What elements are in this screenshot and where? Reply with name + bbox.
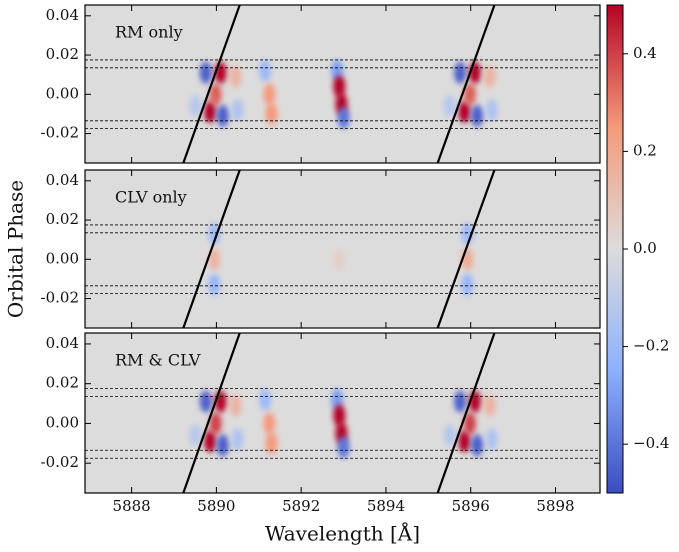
colorbar-tick-label: 0.4 <box>633 44 657 62</box>
panel-frame <box>84 169 601 329</box>
signal-feature <box>337 106 350 129</box>
planet-track <box>182 333 241 493</box>
panel-label: RM only <box>115 23 183 42</box>
signal-feature <box>229 394 242 417</box>
signal-feature <box>209 412 222 435</box>
planet-track <box>182 5 241 163</box>
signal-feature <box>333 75 346 98</box>
signal-feature <box>259 59 272 82</box>
x-tick-label: 5898 <box>536 497 574 515</box>
signal-feature <box>229 65 242 88</box>
panel-background <box>85 170 600 328</box>
signal-feature <box>208 222 221 245</box>
signal-feature <box>204 430 217 453</box>
signal-feature <box>458 100 471 123</box>
signal-feature <box>337 436 350 459</box>
signal-feature <box>259 388 272 411</box>
y-tick-label: 0.04 <box>46 6 79 24</box>
planet-track <box>436 5 496 163</box>
signal-feature <box>199 61 212 84</box>
signal-feature <box>204 100 217 123</box>
signal-feature <box>463 83 476 106</box>
signal-feature <box>471 104 484 127</box>
y-tick-label: 0.04 <box>46 334 79 352</box>
panel-frame <box>84 332 601 494</box>
signal-feature <box>199 390 212 413</box>
signal-feature <box>231 99 244 122</box>
panel-label: CLV only <box>115 188 187 207</box>
signal-feature <box>483 65 496 88</box>
y-tick-label: -0.02 <box>41 453 79 471</box>
signal-feature <box>216 434 229 457</box>
panel-frame <box>84 4 601 164</box>
y-tick-label: 0.00 <box>46 84 79 102</box>
panel <box>85 333 600 493</box>
y-tick-label: 0.00 <box>46 413 79 431</box>
signal-feature <box>208 273 221 296</box>
x-tick-label: 5896 <box>452 497 490 515</box>
colorbar <box>606 4 624 494</box>
planet-track <box>436 170 496 328</box>
signal-feature <box>231 428 244 451</box>
y-axis-label: Orbital Phase <box>4 180 28 318</box>
panel <box>85 170 600 328</box>
signal-feature <box>443 95 456 118</box>
signal-feature <box>208 248 221 271</box>
colorbar-tick-label: −0.4 <box>633 434 669 452</box>
colorbar-tick-label: −0.2 <box>633 337 669 355</box>
signal-feature <box>485 99 498 122</box>
signal-feature <box>483 394 496 417</box>
signal-feature <box>485 428 498 451</box>
y-tick-label: 0.00 <box>46 249 79 267</box>
x-tick-label: 5892 <box>282 497 320 515</box>
signal-feature <box>265 102 278 125</box>
y-tick-label: 0.02 <box>46 210 79 228</box>
y-tick-label: -0.02 <box>41 289 79 307</box>
signal-feature <box>263 83 276 106</box>
panel <box>85 5 600 163</box>
y-tick-label: 0.02 <box>46 45 79 63</box>
y-tick-label: 0.04 <box>46 171 79 189</box>
signal-feature <box>189 424 202 447</box>
x-tick-label: 5890 <box>197 497 235 515</box>
signal-feature <box>209 83 222 106</box>
signal-feature <box>216 104 229 127</box>
signal-feature <box>333 404 346 427</box>
signal-feature <box>333 248 346 271</box>
x-tick-label: 5888 <box>113 497 151 515</box>
x-axis-label: Wavelength [Å] <box>265 521 420 546</box>
signal-feature <box>458 430 471 453</box>
signal-feature <box>471 434 484 457</box>
signal-feature <box>189 95 202 118</box>
signal-feature <box>265 432 278 455</box>
signal-feature <box>443 424 456 447</box>
planet-track <box>436 333 496 493</box>
signal-feature <box>454 61 467 84</box>
panel-label: RM & CLV <box>115 351 201 370</box>
colorbar-tick-label: 0.2 <box>633 141 657 159</box>
signal-feature <box>461 273 474 296</box>
y-tick-label: -0.02 <box>41 124 79 142</box>
x-tick-label: 5894 <box>367 497 405 515</box>
y-tick-label: 0.02 <box>46 374 79 392</box>
signal-feature <box>463 412 476 435</box>
signal-feature <box>263 412 276 435</box>
signal-feature <box>454 390 467 413</box>
colorbar-tick-label: 0.0 <box>633 239 657 257</box>
planet-track <box>182 170 241 328</box>
